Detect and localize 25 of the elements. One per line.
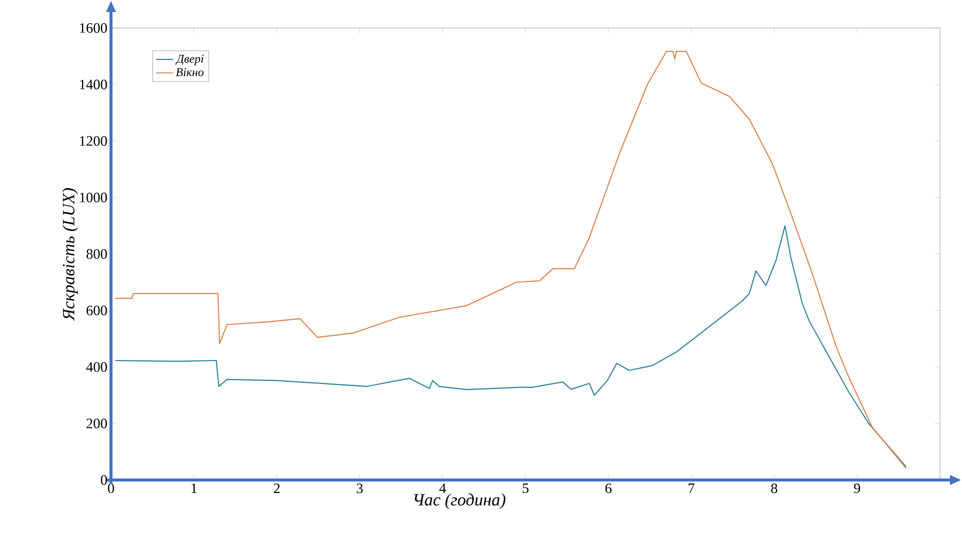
y-tick-label: 1600 — [80, 23, 107, 33]
x-tick-label: 3 — [356, 484, 363, 494]
x-tick-label: 8 — [771, 484, 778, 494]
line-series — [114, 225, 907, 468]
x-tick-label: 7 — [688, 484, 694, 493]
y-tick-label: 600 — [86, 306, 107, 316]
legend-label: Вікно — [176, 68, 204, 76]
y-tick-label: 200 — [86, 418, 107, 428]
x-tick-label: 0 — [108, 484, 114, 494]
x-tick-label: 6 — [605, 484, 612, 494]
x-tick-label: 4 — [439, 484, 446, 493]
y-tick-label: 1400 — [80, 80, 107, 90]
x-tick-label: 5 — [522, 484, 529, 494]
y-tick-label: 800 — [86, 249, 107, 259]
x-tick-label: 9 — [854, 484, 860, 494]
legend-label: Двері — [176, 54, 204, 66]
x-tick-label: 1 — [192, 484, 197, 493]
y-axis-title: Яскравість (LUX) — [62, 188, 78, 321]
y-tick-label: 0 — [100, 475, 107, 485]
y-tick-label: 1200 — [80, 136, 107, 146]
y-tick-label: 400 — [86, 362, 107, 372]
x-axis-title: Час (година) — [414, 493, 506, 510]
line-series — [114, 50, 907, 469]
y-tick-label: 1000 — [80, 192, 107, 202]
x-tick-label: 2 — [274, 484, 280, 494]
